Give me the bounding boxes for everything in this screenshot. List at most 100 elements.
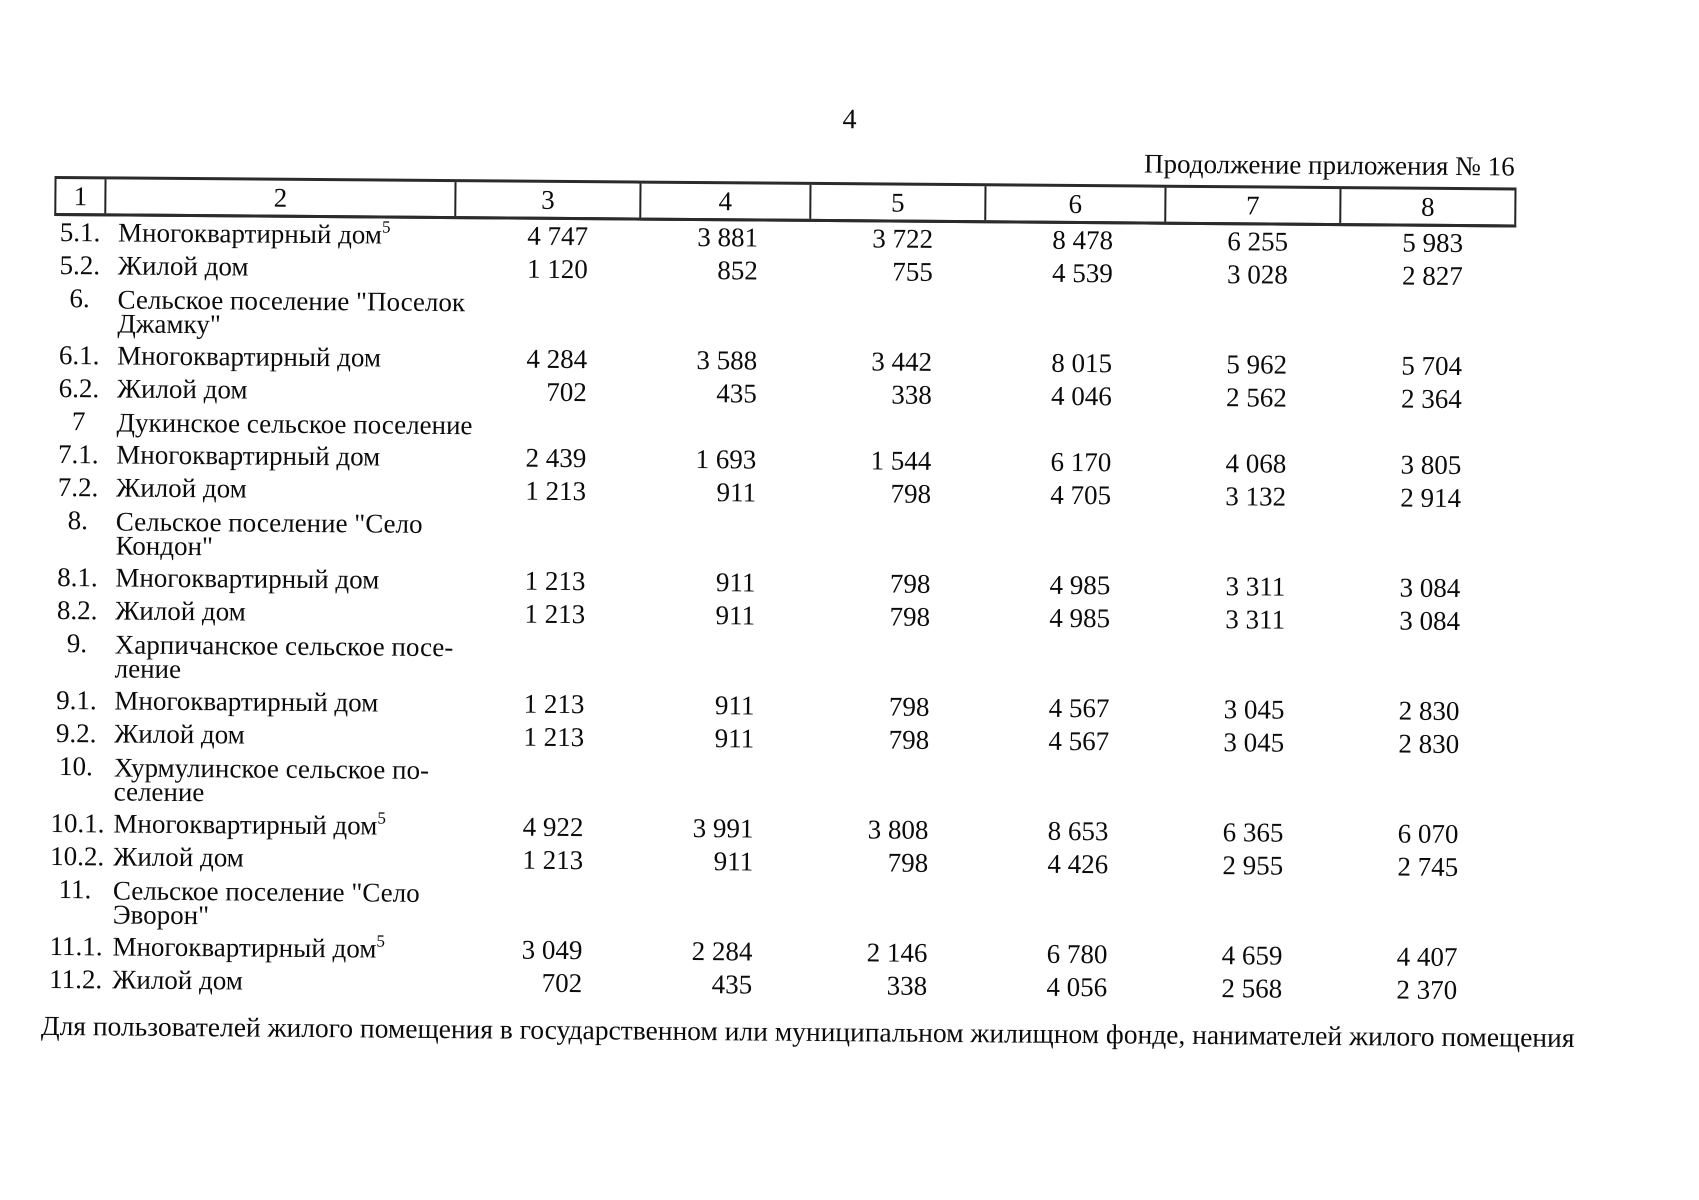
footnote-superscript: 5 <box>376 931 385 951</box>
name-cell: Жилой дом <box>112 964 243 996</box>
value-cell: 4 567 <box>1048 725 1110 757</box>
value-cell <box>809 288 984 346</box>
value-cell <box>1337 637 1512 695</box>
column-header-cell: 3 <box>455 180 641 220</box>
value-cell: 435 <box>711 969 753 1000</box>
value-cell: 4 068 <box>1225 448 1287 479</box>
name-cell: Жилой дом <box>117 250 249 282</box>
value-cell: 3 442 <box>871 346 933 377</box>
footnote-superscript: 5 <box>377 808 386 828</box>
value-cell: 798 <box>889 568 931 599</box>
value-cell: 1 213 <box>524 598 586 630</box>
value-cell: 8 653 <box>1047 815 1109 847</box>
name-cell: Многоквартирный дом <box>117 340 382 373</box>
value-cell: 3 991 <box>692 812 754 844</box>
value-cell: 798 <box>888 724 930 755</box>
value-cell <box>452 630 637 688</box>
continuation-caption: Продолжение приложения № 16 <box>1144 148 1515 182</box>
row-number-cell: 7.1. <box>58 438 99 470</box>
value-cell <box>639 287 809 345</box>
value-cell: 755 <box>892 256 933 287</box>
value-cell: 1 213 <box>523 688 585 720</box>
value-cell: 4 705 <box>1050 479 1112 511</box>
row-number-cell: 7.2. <box>57 471 99 503</box>
value-cell: 1 120 <box>526 253 588 285</box>
row-number-cell: 8.1. <box>57 561 98 593</box>
value-cell: 4 567 <box>1048 692 1110 724</box>
value-cell <box>1338 415 1513 449</box>
value-cell: 702 <box>546 376 587 408</box>
row-number-cell: 9.1. <box>56 684 97 716</box>
value-cell: 435 <box>716 378 757 409</box>
value-cell <box>982 634 1162 692</box>
value-cell: 2 914 <box>1400 482 1462 514</box>
value-cell: 6 255 <box>1227 226 1289 257</box>
value-cell <box>451 753 636 811</box>
name-cell: Дукинское сельское поселение <box>116 407 473 441</box>
footnote-text: Для пользователей жилого помещения в гос… <box>40 1009 1575 1053</box>
column-header-cell: 4 <box>640 182 811 221</box>
value-cell: 6 780 <box>1046 938 1108 970</box>
value-cell: 4 284 <box>526 343 588 375</box>
value-cell <box>638 509 808 567</box>
value-cell: 1 213 <box>522 844 584 876</box>
value-cell: 3 132 <box>1225 481 1287 512</box>
value-cell <box>984 289 1164 347</box>
value-cell: 1 544 <box>870 445 932 476</box>
value-cell: 4 046 <box>1050 380 1112 412</box>
value-cell <box>1162 636 1337 694</box>
value-cell <box>806 756 981 814</box>
name-cell: Жилой дом <box>114 718 245 750</box>
value-cell: 4 407 <box>1396 941 1458 973</box>
row-number-cell: 8. <box>67 505 89 536</box>
value-cell <box>808 411 983 445</box>
name-cell: Жилой дом <box>115 595 246 627</box>
name-cell: Жилой дом <box>113 841 244 873</box>
value-cell: 3 049 <box>521 934 583 966</box>
row-number-cell: 9. <box>66 628 88 659</box>
value-cell: 911 <box>714 723 755 754</box>
row-number-cell: 6. <box>69 283 90 314</box>
value-cell: 4 056 <box>1046 971 1108 1003</box>
value-cell <box>1336 760 1511 818</box>
value-cell <box>807 633 982 691</box>
value-cell: 852 <box>717 255 758 286</box>
value-cell <box>1163 414 1338 448</box>
value-cell: 3 881 <box>697 222 759 253</box>
column-header-cell: 1 <box>55 177 106 215</box>
value-cell <box>450 876 635 934</box>
value-cell: 3 311 <box>1225 604 1286 635</box>
value-cell: 5 704 <box>1401 350 1463 382</box>
value-cell <box>638 410 808 444</box>
value-cell: 4 985 <box>1049 602 1111 634</box>
value-cell <box>808 510 983 568</box>
page-number: 4 <box>842 104 857 136</box>
value-cell: 4 426 <box>1047 848 1109 880</box>
value-cell: 702 <box>541 967 583 999</box>
name-cell: Многоквартирный дом <box>115 562 380 595</box>
name-cell: Сельское поселение "Поселок Джамку" <box>117 284 466 340</box>
value-cell: 4 985 <box>1049 569 1111 601</box>
column-header-cell: 5 <box>810 183 986 222</box>
row-number-cell: 10.1. <box>50 807 105 839</box>
value-cell: 1 213 <box>524 565 586 597</box>
value-cell <box>453 408 638 442</box>
value-cell: 3 084 <box>1399 572 1461 604</box>
value-cell: 2 562 <box>1225 382 1287 413</box>
name-cell: Жилой дом <box>115 472 247 504</box>
row-number-cell: 5.1. <box>59 217 101 248</box>
value-cell <box>983 511 1163 569</box>
value-cell: 8 478 <box>1052 224 1114 256</box>
name-cell: Многоквартирный дом5 <box>112 931 385 964</box>
row-number-cell: 11. <box>58 874 92 905</box>
value-cell: 3 722 <box>872 223 934 254</box>
value-cell: 3 028 <box>1226 259 1288 290</box>
value-cell <box>983 412 1163 446</box>
value-cell: 1 693 <box>695 444 757 475</box>
value-cell: 3 588 <box>696 345 758 376</box>
value-cell: 911 <box>715 567 756 598</box>
value-cell: 911 <box>714 690 755 721</box>
value-cell: 798 <box>887 847 929 878</box>
